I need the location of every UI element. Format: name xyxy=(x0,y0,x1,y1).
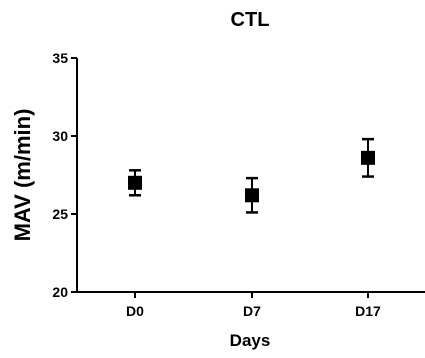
y-tick-label: 35 xyxy=(52,50,68,66)
y-ticks: 20 25 30 35 xyxy=(52,50,77,300)
y-tick-label: 25 xyxy=(52,206,68,222)
x-ticks: D0 D7 D17 xyxy=(126,292,381,319)
x-tick-label-d0: D0 xyxy=(126,303,144,319)
data-point-d7 xyxy=(245,188,259,203)
y-axis-label: MAV (m/min) xyxy=(10,109,35,242)
chart-title: CTL xyxy=(231,9,270,31)
data-points xyxy=(128,137,375,214)
x-axis-label: Days xyxy=(230,331,271,350)
data-point-d17 xyxy=(361,150,375,165)
data-point-d0 xyxy=(128,175,142,190)
y-tick-label: 20 xyxy=(52,284,68,300)
x-tick-label-d17: D17 xyxy=(355,303,381,319)
y-tick-label: 30 xyxy=(52,128,68,144)
x-tick-label-d7: D7 xyxy=(243,303,261,319)
